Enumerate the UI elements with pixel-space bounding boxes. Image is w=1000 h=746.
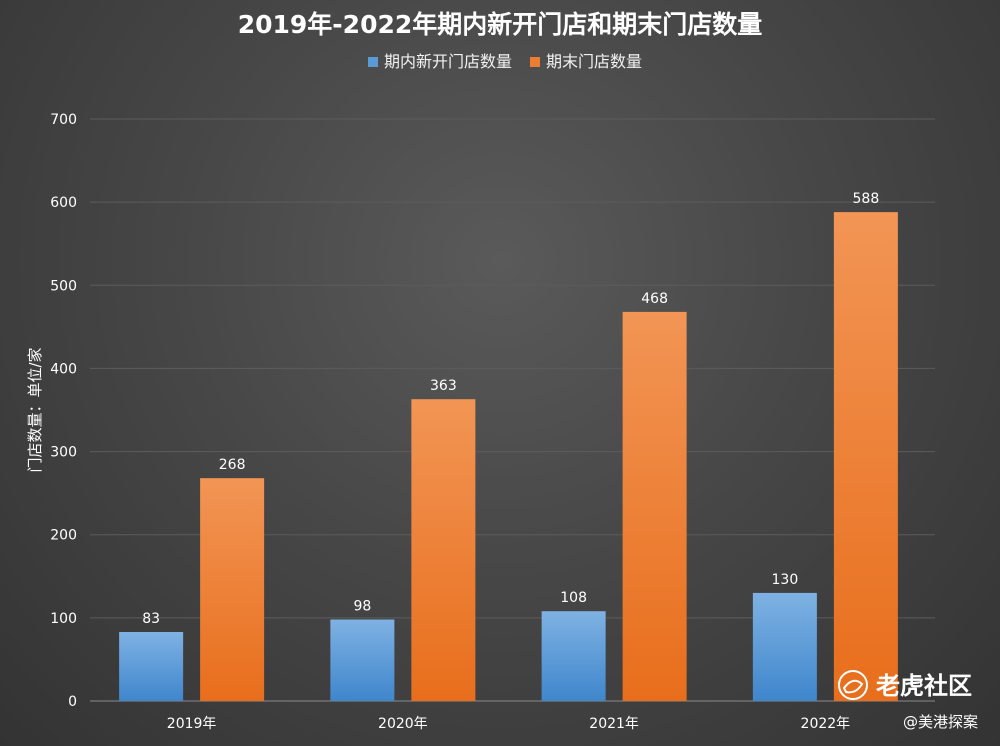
y-tick-label: 400 <box>50 361 77 377</box>
data-label: 468 <box>641 291 668 307</box>
legend: 期内新开门店数量 期末门店数量 <box>368 52 642 71</box>
watermark-brand: 老虎社区 <box>876 672 972 700</box>
bar-total-stores-2 <box>622 311 687 701</box>
bar-new-stores-1 <box>330 619 395 701</box>
data-label: 588 <box>853 191 880 207</box>
y-tick-label: 700 <box>50 112 77 128</box>
watermark-account: @美港探案 <box>903 713 978 731</box>
bar-new-stores-2 <box>541 611 606 701</box>
bar-new-stores-3 <box>752 592 817 701</box>
chart-title: 2019年-2022年期内新开门店和期末门店数量 <box>238 10 763 39</box>
y-tick-label: 0 <box>68 694 77 710</box>
legend-swatch-0 <box>368 57 378 67</box>
x-tick-label: 2021年 <box>589 716 639 732</box>
y-axis-ticks: 0 100 200 300 400 500 600 700 <box>50 112 77 710</box>
data-label: 268 <box>219 457 246 473</box>
data-label: 83 <box>142 611 160 627</box>
legend-label-0: 期内新开门店数量 <box>384 52 512 71</box>
y-axis-label: 门店数量：单位/家 <box>26 347 44 472</box>
y-tick-label: 200 <box>50 528 77 544</box>
y-tick-label: 300 <box>50 445 77 461</box>
data-labels: 83 268 98 363 108 468 130 588 <box>142 191 879 627</box>
x-axis-ticks: 2019年 2020年 2021年 2022年 <box>167 716 850 732</box>
bar-total-stores-1 <box>411 399 476 701</box>
legend-label-1: 期末门店数量 <box>546 52 642 71</box>
x-tick-label: 2020年 <box>378 716 428 732</box>
data-label: 130 <box>772 572 799 588</box>
y-tick-label: 600 <box>50 195 77 211</box>
data-label: 363 <box>430 378 457 394</box>
bars <box>119 212 898 701</box>
bar-total-stores-3 <box>833 212 898 701</box>
data-label: 108 <box>560 590 587 606</box>
watermark: 老虎社区 @美港探案 <box>838 670 978 731</box>
legend-swatch-1 <box>530 57 540 67</box>
x-tick-label: 2019年 <box>167 716 217 732</box>
y-tick-label: 100 <box>50 611 77 627</box>
tiger-logo-icon <box>838 670 868 700</box>
x-tick-label: 2022年 <box>801 716 851 732</box>
y-tick-label: 500 <box>50 278 77 294</box>
bar-new-stores-0 <box>119 631 184 701</box>
bar-total-stores-0 <box>200 478 265 701</box>
data-label: 98 <box>353 599 371 615</box>
